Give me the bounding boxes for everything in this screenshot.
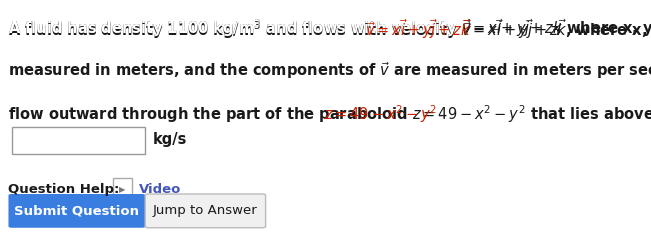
Text: ▶: ▶ [119, 185, 126, 194]
Text: $\vec{v} = x\vec{i} + y\vec{j} + z\vec{k}$: $\vec{v} = x\vec{i} + y\vec{j} + z\vec{k… [365, 17, 472, 41]
Text: Jump to Answer: Jump to Answer [153, 204, 258, 217]
Text: measured in meters, and the components of $\vec{v}$ are measured in meters per s: measured in meters, and the components o… [8, 60, 651, 81]
Text: A fluid has density 1100 kg/m$^3$ and flows with velocity: A fluid has density 1100 kg/m$^3$ and fl… [8, 17, 458, 39]
Text: kg/s: kg/s [153, 132, 187, 147]
Text: Question Help:: Question Help: [8, 183, 119, 196]
FancyBboxPatch shape [145, 194, 266, 228]
Text: A fluid has density 1100 kg/m$^3$ and flows with velocity: A fluid has density 1100 kg/m$^3$ and fl… [8, 17, 458, 39]
Text: $z = 49 - x^2 - y^2$: $z = 49 - x^2 - y^2$ [324, 104, 437, 125]
Bar [12, 127, 145, 154]
Text: A fluid has density 1100 kg/m$^3$ and flows with velocity $\vec{v} = xi\!\!\vec{: A fluid has density 1100 kg/m$^3$ and fl… [8, 17, 651, 39]
Text: Submit Question: Submit Question [14, 204, 139, 217]
Text: A fluid has density 1100 kg/m$^3$ and flows with velocity $\vec{v} = x\vec{i} + : A fluid has density 1100 kg/m$^3$ and fl… [8, 17, 651, 41]
FancyBboxPatch shape [8, 194, 145, 228]
Text: flow outward through the part of the paraboloid $z = 49 - x^2 - y^2$ that lies a: flow outward through the part of the par… [8, 104, 651, 125]
FancyBboxPatch shape [113, 178, 132, 201]
Text: Video: Video [139, 183, 181, 196]
